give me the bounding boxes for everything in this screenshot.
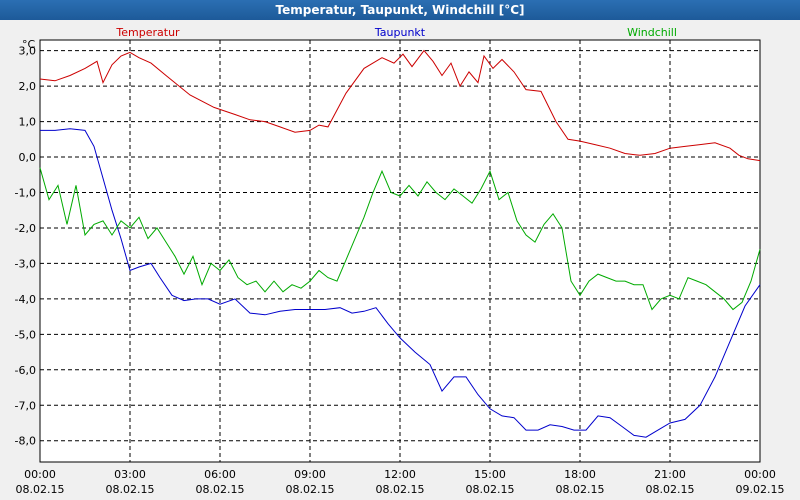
legend-taupunkt: Taupunkt — [374, 26, 426, 39]
series-line-taupunkt — [40, 128, 761, 438]
x-tick-date-label: 08.02.15 — [556, 483, 605, 496]
x-tick-date-label: 08.02.15 — [106, 483, 155, 496]
x-tick-time-label: 12:00 — [384, 468, 416, 481]
x-tick-time-label: 21:00 — [654, 468, 686, 481]
y-tick-label: -4,0 — [15, 293, 36, 306]
x-tick-time-label: 09:00 — [294, 468, 326, 481]
x-tick-time-label: 00:00 — [24, 468, 56, 481]
y-tick-label: -1,0 — [15, 186, 36, 199]
temperature-chart: 3,0 2,0 1,0 0,0 -1,0 -2,0 -3,0 -4,0 -5,0 -6,0 -7,0… — [15, 26, 785, 496]
legend-temperatur: Temperatur — [115, 26, 180, 39]
x-tick-time-label: 18:00 — [564, 468, 596, 481]
y-tick-label: -5,0 — [15, 328, 36, 341]
y-tick-label: 3,0 — [19, 45, 37, 58]
window-title: Temperatur, Taupunkt, Windchill [°C] — [0, 0, 800, 20]
y-tick-label: 0,0 — [19, 151, 37, 164]
y-tick-label: -7,0 — [15, 399, 36, 412]
legend-windchill: Windchill — [627, 26, 677, 39]
y-tick-label: -6,0 — [15, 364, 36, 377]
y-tick-label: 1,0 — [19, 116, 37, 129]
x-tick-time-label: 03:00 — [114, 468, 146, 481]
x-tick-date-label: 08.02.15 — [466, 483, 515, 496]
y-tick-label: -2,0 — [15, 222, 36, 235]
y-tick-label: 2,0 — [19, 80, 37, 93]
series-line-windchill — [39, 167, 761, 311]
x-tick-date-label: 08.02.15 — [376, 483, 425, 496]
x-tick-time-label: 06:00 — [204, 468, 236, 481]
x-tick-time-label: 00:00 — [744, 468, 776, 481]
x-tick-date-label: 08.02.15 — [196, 483, 245, 496]
x-tick-date-label: 08.02.15 — [646, 483, 695, 496]
series-line-temperatur — [39, 49, 761, 162]
y-tick-label: -8,0 — [15, 435, 36, 448]
y-tick-label: -3,0 — [15, 257, 36, 270]
x-tick-time-label: 15:00 — [474, 468, 506, 481]
x-tick-date-label: 09.02.15 — [736, 483, 785, 496]
x-tick-date-label: 08.02.15 — [16, 483, 65, 496]
y-axis-unit-label: °C — [22, 38, 36, 51]
x-tick-date-label: 08.02.15 — [286, 483, 335, 496]
